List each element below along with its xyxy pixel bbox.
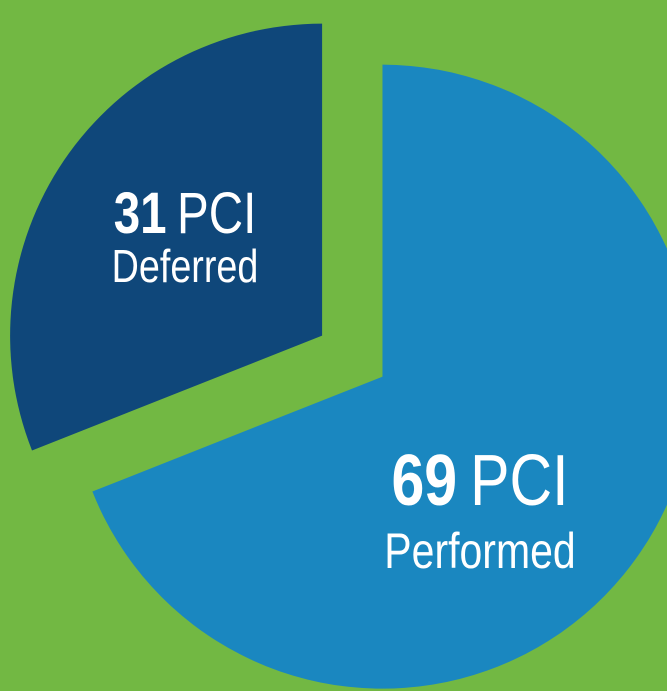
slice-unit: PCI (177, 182, 256, 247)
slice-category: Performed (384, 523, 575, 579)
pie-slice (10, 23, 323, 451)
slice-value-label: 31 PCI (114, 182, 257, 247)
slice-category: Deferred (112, 240, 259, 291)
slice-value: 69 (391, 439, 457, 520)
slices (10, 23, 667, 689)
pie-slice (92, 64, 667, 689)
slice-unit: PCI (470, 439, 568, 520)
slice-value-label: 69 PCI (391, 439, 568, 520)
slice-value: 31 (114, 182, 167, 247)
